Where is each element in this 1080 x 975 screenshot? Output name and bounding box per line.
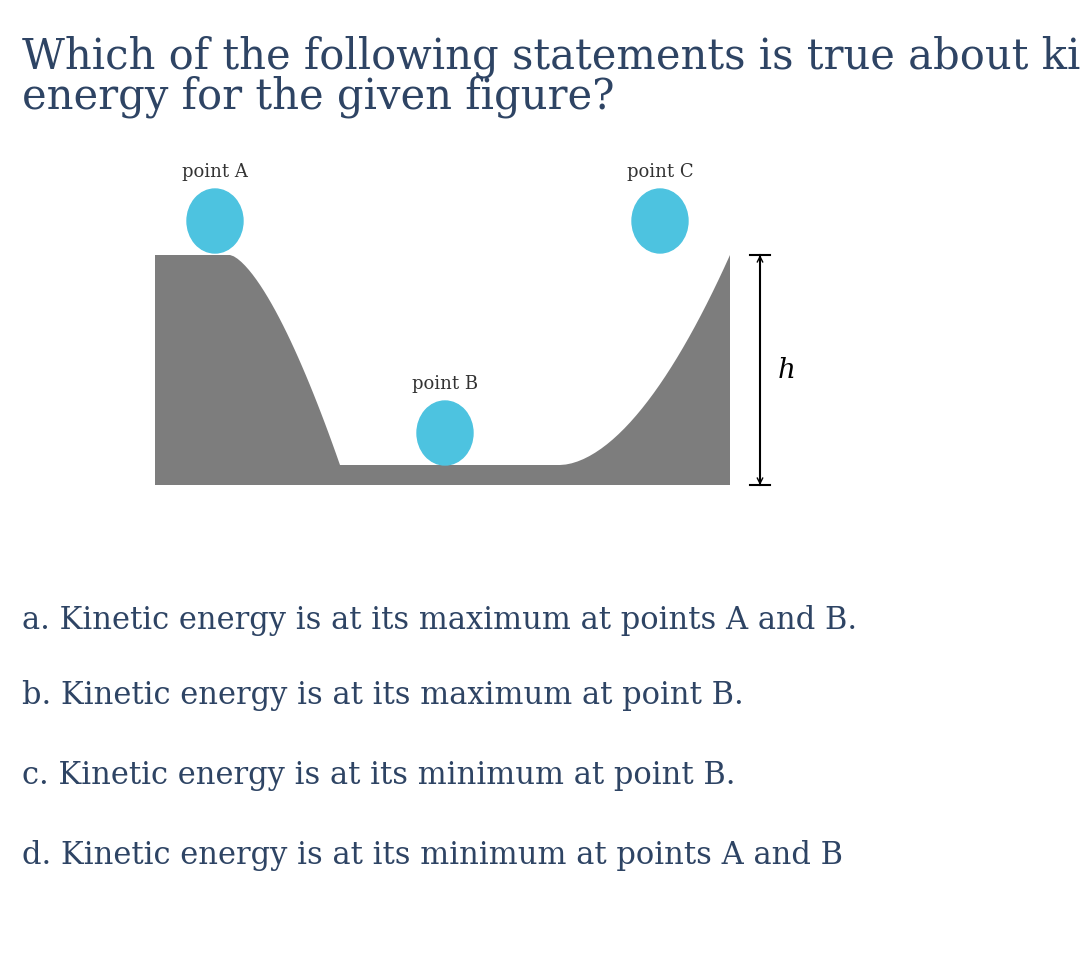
Text: point B: point B <box>411 375 478 393</box>
Text: energy for the given figure?: energy for the given figure? <box>22 75 615 118</box>
Text: h: h <box>778 357 796 383</box>
Ellipse shape <box>632 189 688 253</box>
Text: point C: point C <box>626 163 693 181</box>
Text: c. Kinetic energy is at its minimum at point B.: c. Kinetic energy is at its minimum at p… <box>22 760 735 791</box>
Text: b. Kinetic energy is at its maximum at point B.: b. Kinetic energy is at its maximum at p… <box>22 680 744 711</box>
Text: Which of the following statements is true about kinetic: Which of the following statements is tru… <box>22 35 1080 77</box>
Ellipse shape <box>187 189 243 253</box>
Polygon shape <box>156 255 730 485</box>
Text: point A: point A <box>183 163 248 181</box>
Text: a. Kinetic energy is at its maximum at points A and B.: a. Kinetic energy is at its maximum at p… <box>22 605 858 636</box>
Text: d. Kinetic energy is at its minimum at points A and B: d. Kinetic energy is at its minimum at p… <box>22 840 843 871</box>
Ellipse shape <box>417 401 473 465</box>
